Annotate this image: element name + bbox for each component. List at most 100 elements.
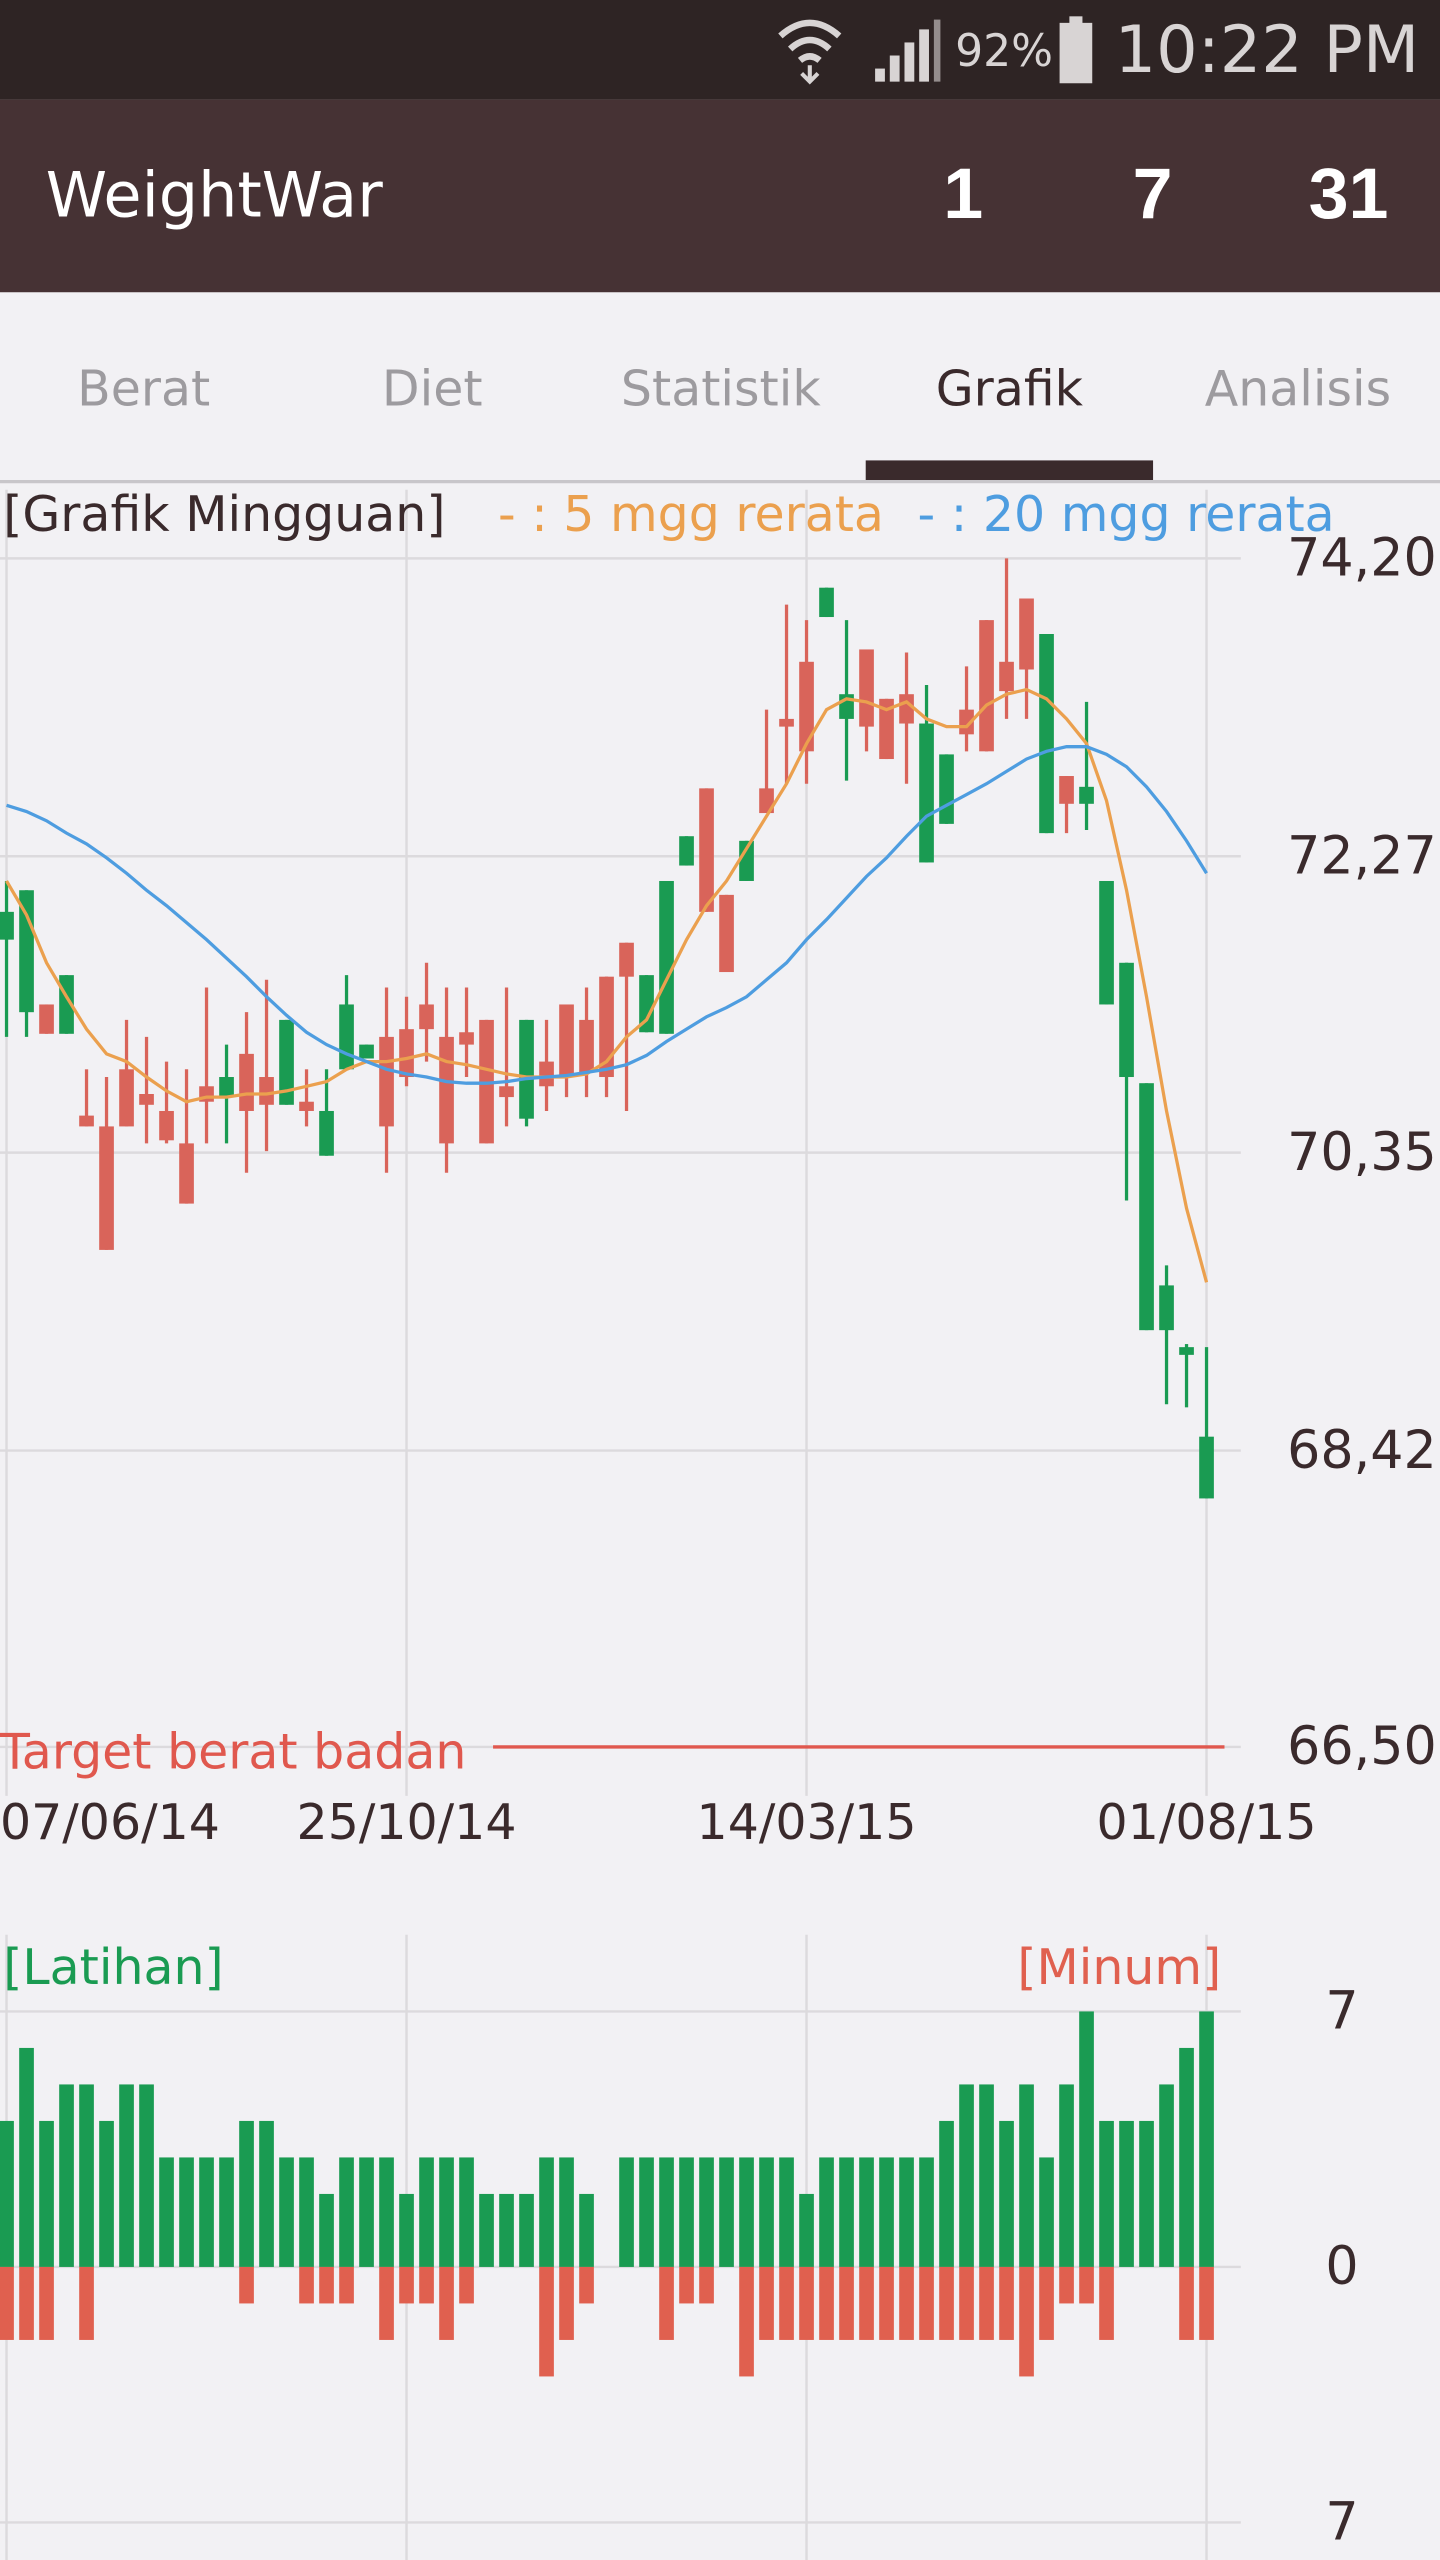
candle-body	[1079, 786, 1094, 804]
candle-body	[1019, 598, 1034, 670]
x-tick-label: 01/08/15	[1097, 1794, 1317, 1851]
counter: 31	[1309, 154, 1389, 234]
y-tick-label: 0	[1325, 2237, 1358, 2297]
bar	[1019, 2084, 1034, 2267]
tab-indicator	[865, 460, 1154, 482]
bar	[339, 2266, 354, 2304]
bar	[999, 2266, 1014, 2340]
candle-body	[119, 1069, 134, 1127]
bar	[1139, 2120, 1154, 2267]
bar	[59, 2084, 74, 2267]
bar	[39, 2266, 54, 2340]
legend-entry: [Latihan]	[3, 1939, 223, 1996]
tab[interactable]: Berat	[77, 360, 210, 417]
bar	[279, 2157, 294, 2267]
tab[interactable]: Analisis	[1205, 360, 1391, 417]
x-tick-label: 25/10/14	[297, 1794, 517, 1851]
bar	[0, 2120, 14, 2267]
x-tick-label: 07/06/14	[0, 1794, 220, 1851]
app-bar	[0, 99, 1440, 293]
candle-body	[439, 1036, 454, 1144]
bar	[419, 2266, 434, 2304]
bar	[739, 2157, 754, 2267]
candle-body	[419, 1004, 434, 1030]
candle-body	[519, 1019, 534, 1119]
candle-body	[779, 718, 794, 727]
y-tick-label: 74,20	[1287, 529, 1437, 589]
bar	[719, 2157, 734, 2267]
bar	[999, 2120, 1014, 2267]
y-tick-label: 68,42	[1287, 1421, 1437, 1481]
bar	[39, 2120, 54, 2267]
bar	[699, 2266, 714, 2304]
candle-body	[659, 880, 674, 1034]
counter: 1	[943, 154, 983, 234]
tab[interactable]: Statistik	[621, 360, 821, 417]
moving-average-line	[6, 745, 1208, 1085]
bar	[419, 2157, 434, 2267]
bar	[899, 2266, 914, 2340]
bar	[319, 2193, 334, 2267]
x-tick-label: 14/03/15	[697, 1794, 917, 1851]
candle-body	[599, 976, 614, 1078]
bar	[679, 2157, 694, 2267]
bar	[859, 2266, 874, 2340]
weekly-chart: 74,20 72,27 70,35 68,42 66,50 07/06/14 25/10/1…	[0, 486, 1437, 1851]
candle-body	[819, 587, 834, 618]
tab[interactable]: Grafik	[936, 360, 1084, 417]
bar	[459, 2266, 474, 2304]
bar	[799, 2193, 814, 2267]
candle-body	[539, 1061, 554, 1087]
bar	[19, 2266, 34, 2340]
bar	[919, 2266, 934, 2340]
bar	[979, 2084, 994, 2267]
moving-average-line	[5, 687, 1209, 1283]
bar	[1179, 2266, 1194, 2340]
candle-body	[799, 661, 814, 752]
candle-body	[559, 1004, 574, 1078]
tab[interactable]: Diet	[382, 360, 483, 417]
candle-body	[259, 1077, 274, 1105]
bar	[479, 2193, 494, 2267]
legend-entry: - : 20 mgg rerata	[918, 486, 1335, 543]
candle-body	[279, 1019, 294, 1105]
bar	[639, 2157, 654, 2267]
clock: 10:22 PM	[1115, 12, 1420, 88]
bar	[839, 2157, 854, 2267]
bar	[919, 2157, 934, 2267]
y-tick-label: 72,27	[1287, 827, 1437, 887]
battery-percent: 92%	[955, 26, 1053, 77]
bar	[699, 2157, 714, 2267]
candle-body	[139, 1093, 154, 1105]
bar	[979, 2266, 994, 2340]
bar	[559, 2157, 574, 2267]
bar	[579, 2193, 594, 2267]
candle-body	[1039, 634, 1054, 834]
bar	[1079, 2266, 1094, 2304]
candle-body	[1199, 1436, 1214, 1499]
bar	[239, 2266, 254, 2304]
bar	[1199, 2011, 1214, 2267]
candle-body	[1179, 1347, 1194, 1355]
tab-bar: Berat Diet Statistik Grafik Analisis	[77, 360, 1391, 482]
bar	[879, 2266, 894, 2340]
bar	[239, 2120, 254, 2267]
candle-body	[619, 942, 634, 977]
bar	[739, 2266, 754, 2377]
candle-body	[859, 649, 874, 727]
target-label: Target berat badan	[0, 1724, 466, 1781]
bar	[259, 2120, 274, 2267]
candle-body	[679, 836, 694, 866]
bar	[679, 2266, 694, 2304]
counter: 7	[1133, 154, 1173, 234]
candle-body	[179, 1143, 194, 1204]
bar	[1099, 2120, 1114, 2267]
bar	[439, 2266, 454, 2340]
legend-entry: [Minum]	[1017, 1939, 1221, 1996]
bar	[319, 2266, 334, 2304]
bar	[759, 2266, 774, 2340]
bar	[139, 2084, 154, 2267]
bar	[899, 2157, 914, 2267]
bar	[659, 2266, 674, 2340]
